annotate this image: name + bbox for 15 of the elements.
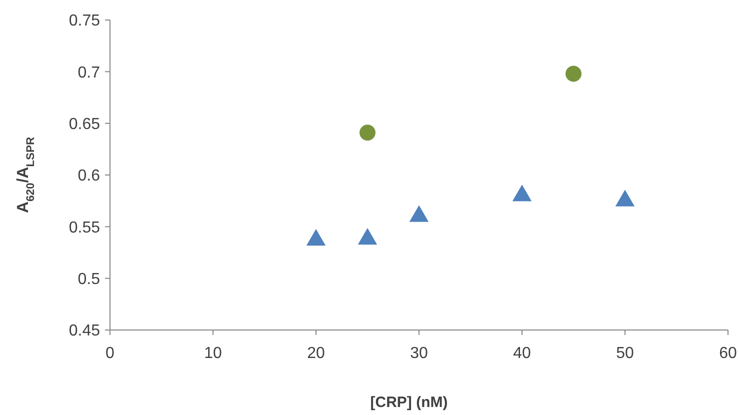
x-tick-label: 50: [616, 345, 634, 362]
x-tick-label: 60: [719, 345, 737, 362]
x-tick-label: 20: [307, 345, 325, 362]
y-tick-label: 0.55: [68, 219, 100, 236]
x-tick-label: 10: [204, 345, 222, 362]
x-tick-label: 40: [513, 345, 531, 362]
x-tick-label: 30: [410, 345, 428, 362]
y-tick-label: 0.45: [68, 322, 100, 340]
x-tick-label: 0: [106, 345, 115, 362]
y-tick-label: 0.65: [68, 116, 100, 133]
y-tick-label: 0.5: [78, 270, 100, 288]
y-tick-label: 0.7: [78, 64, 100, 82]
y-tick-label: 0.75: [68, 12, 100, 30]
y-tick-label: 0.6: [78, 168, 100, 185]
x-axis-title: [CRP] (nM): [370, 394, 448, 411]
